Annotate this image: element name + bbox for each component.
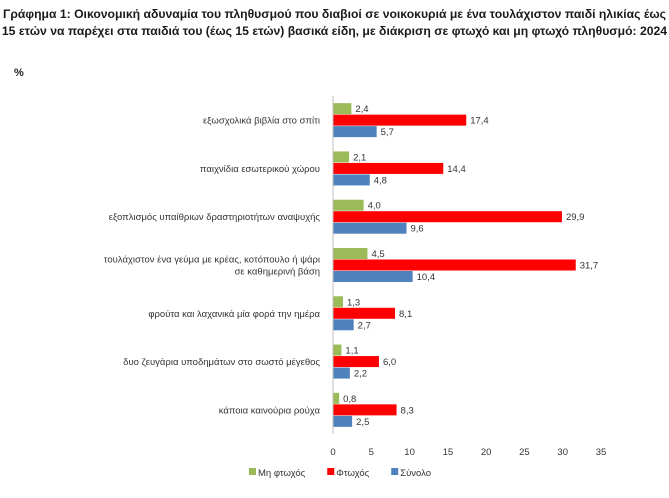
value-label: 2,4 [355,104,368,115]
legend-label: Φτωχός [336,468,369,479]
bar-Φτωχός [333,356,379,368]
value-label: 29,9 [566,212,585,223]
bar-Φτωχός [333,211,562,223]
value-label: 1,3 [347,297,360,308]
bar-Σύνολο [333,319,354,331]
value-label: 6,0 [383,357,396,368]
value-label: 4,8 [374,175,387,186]
bar-Μη φτωχός [333,296,343,308]
bar-Μη φτωχός [333,248,368,259]
bar-Φτωχός [333,114,467,126]
value-label: 17,4 [470,116,489,127]
bar-Σύνολο [333,271,413,282]
bar-Μη φτωχός [333,199,364,211]
category-label: δυο ζευγάρια υποδημάτων στο σωστό μέγεθο… [123,357,320,368]
x-tick-label: 35 [596,447,607,458]
unit-label: % [14,67,24,79]
category-label: κάποια καινούρια ρούχα [219,405,321,416]
bar-Σύνολο [333,126,377,138]
value-label: 0,8 [343,394,356,405]
value-label: 5,7 [381,127,394,138]
value-label: 8,1 [399,309,412,320]
category-label: εξοπλισμός υπαίθριων δραστηριοτήτων αναψ… [109,212,321,223]
value-label: 14,4 [447,164,466,175]
category-label: φρούτα και λαχανικά μία φορά την ημέρα [148,309,320,320]
bar-Σύνολο [333,415,353,427]
bar-Μη φτωχός [333,392,340,404]
bar-Μη φτωχός [333,344,342,356]
bar-Φτωχός [333,404,397,416]
category-label: τουλάχιστον ένα γεύμα με κρέας, κοτόπουλ… [104,255,320,266]
value-label: 4,0 [368,201,381,212]
bar-Φτωχός [333,307,396,319]
value-label: 10,4 [417,272,436,283]
x-tick-label: 20 [481,447,492,458]
value-label: 1,1 [345,346,358,357]
bar-Σύνολο [333,367,350,379]
x-tick-label: 10 [404,447,415,458]
legend-swatch [327,468,335,475]
bar-Φτωχός [333,162,444,174]
x-tick-label: 15 [443,447,454,458]
bar-Φτωχός [333,259,576,271]
bar-Σύνολο [333,174,370,186]
category-label: εξωσχολικά βιβλία στο σπίτι [203,116,320,127]
value-label: 8,3 [401,405,414,416]
value-label: 31,7 [580,261,599,272]
x-tick-label: 0 [330,447,335,458]
category-label: σε καθημερινή βάση [235,267,320,278]
chart-title: Γράφημα 1: Οικονομική αδυναμία του πληθυ… [1,7,668,38]
category-label: παιχνίδια εσωτερικού χώρου [200,164,320,175]
legend-swatch [391,468,399,475]
value-label: 2,7 [358,320,371,331]
value-label: 2,1 [353,152,366,163]
x-tick-label: 25 [519,447,530,458]
value-label: 2,2 [354,369,367,380]
legend-label: Σύνολο [400,468,431,479]
value-label: 2,5 [356,417,369,428]
bar-Μη φτωχός [333,151,350,163]
value-label: 9,6 [411,224,424,235]
value-label: 4,5 [371,249,384,260]
legend-label: Μη φτωχός [258,468,306,479]
bar-Μη φτωχός [333,103,352,115]
x-tick-label: 30 [557,447,568,458]
legend-swatch [249,468,256,475]
bar-Σύνολο [333,222,407,234]
x-tick-label: 5 [369,447,374,458]
